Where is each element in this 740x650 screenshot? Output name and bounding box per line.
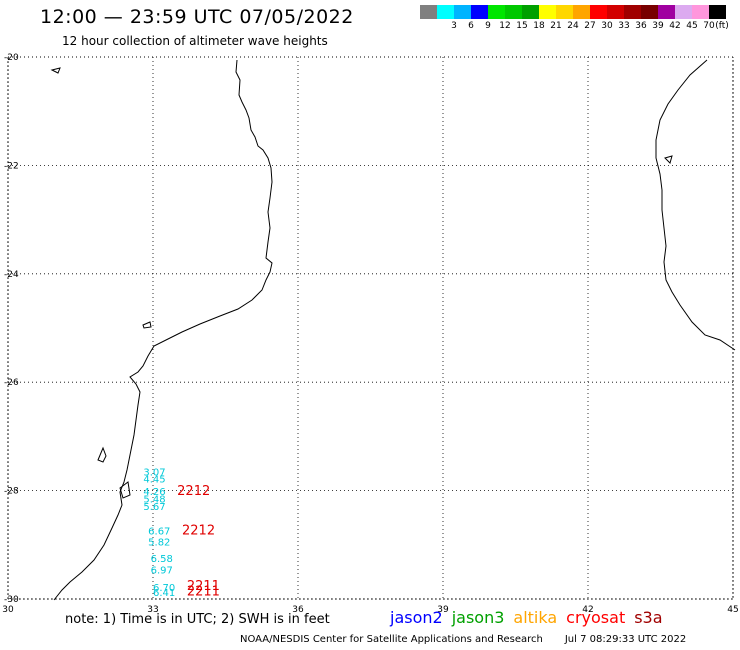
credit-text: NOAA/NESDIS Center for Satellite Applica… bbox=[240, 634, 543, 645]
y-tick-label: -24 bbox=[4, 270, 19, 280]
observation-label: 6.41 bbox=[153, 588, 175, 599]
bay-island-1 bbox=[50, 67, 61, 74]
legend-label: 39 bbox=[652, 21, 664, 31]
axis-ticks: 30 33 36 39 42 45 -20 -22 -24 -26 -28 -30 bbox=[2, 53, 738, 615]
legend-label: 30 bbox=[601, 21, 613, 31]
legend-swatch bbox=[471, 5, 488, 19]
observation-label: 2211 bbox=[187, 579, 220, 594]
bay-island-5 bbox=[664, 155, 673, 164]
legend-swatch bbox=[505, 5, 522, 19]
coastline-madagascar bbox=[655, 59, 736, 351]
legend-label: 42 bbox=[669, 21, 681, 31]
satellite-s3a: s3a bbox=[634, 608, 663, 627]
satellite-jason3: jason3 bbox=[451, 608, 505, 627]
observation-label: 6.70 bbox=[153, 583, 175, 594]
legend-swatch bbox=[658, 5, 675, 19]
bay-island-4 bbox=[119, 481, 131, 499]
legend-swatch bbox=[522, 5, 539, 19]
legend-labels: 3 6 9 12 15 18 21 24 27 30 33 36 39 42 45 70 (ft) bbox=[420, 19, 729, 33]
legend-label: 24 bbox=[567, 21, 579, 31]
legend-label: 18 bbox=[533, 21, 545, 31]
map-grid bbox=[7, 56, 734, 600]
legend-swatch bbox=[607, 5, 624, 19]
legend-swatches bbox=[420, 5, 726, 19]
legend-swatch bbox=[675, 5, 692, 19]
page-subtitle: 12 hour collection of altimeter wave hei… bbox=[62, 34, 328, 48]
footer-credit: NOAA/NESDIS Center for Satellite Applica… bbox=[240, 634, 708, 645]
observation-label: 6.67 bbox=[148, 527, 170, 538]
coastline-africa bbox=[53, 59, 273, 601]
legend-swatch bbox=[556, 5, 573, 19]
satellite-legend: jason2 jason3 altika cryosat s3a bbox=[390, 608, 672, 627]
observation-label: 2212 bbox=[182, 524, 215, 539]
observation-label: 4.45 bbox=[143, 475, 165, 486]
observation-label: 6.97 bbox=[151, 566, 173, 577]
observations: 3.074.454.265.485.67 2212 6.675.82 2212 6.58… bbox=[143, 468, 220, 600]
legend-label: 9 bbox=[485, 21, 491, 31]
x-tick-label: 36 bbox=[292, 605, 304, 615]
x-tick-label: 33 bbox=[147, 605, 158, 615]
legend-swatch bbox=[641, 5, 658, 19]
observation-label: 3.07 bbox=[143, 468, 165, 479]
y-tick-label: -22 bbox=[4, 161, 19, 171]
x-tick-label: 39 bbox=[437, 605, 449, 615]
legend-label: 70 bbox=[703, 21, 715, 31]
observation-label: 4.26 bbox=[143, 487, 165, 498]
legend-swatch bbox=[709, 5, 726, 19]
satellite-altika: altika bbox=[513, 608, 558, 627]
y-tick-label: -26 bbox=[4, 378, 19, 388]
y-tick-label: -30 bbox=[4, 595, 19, 605]
page-title: 12:00 — 23:59 UTC 07/05/2022 bbox=[40, 6, 354, 28]
legend-label: 36 bbox=[635, 21, 647, 31]
legend-swatch bbox=[624, 5, 641, 19]
legend-swatch bbox=[573, 5, 590, 19]
legend-label: 33 bbox=[618, 21, 630, 31]
legend-swatch bbox=[539, 5, 556, 19]
coastline bbox=[50, 59, 736, 601]
legend-swatch bbox=[488, 5, 505, 19]
y-tick-label: -20 bbox=[4, 53, 19, 63]
observation-label: 5.67 bbox=[143, 502, 165, 513]
legend-label: 3 bbox=[451, 21, 457, 31]
legend-swatch bbox=[454, 5, 471, 19]
color-scale-legend: 3 6 9 12 15 18 21 24 27 30 33 36 39 42 45 70 (ft) bbox=[420, 5, 729, 33]
legend-label: 15 bbox=[516, 21, 528, 31]
legend-swatch bbox=[590, 5, 607, 19]
map-frame bbox=[7, 56, 734, 600]
legend-swatch bbox=[692, 5, 709, 19]
x-tick-label: 30 bbox=[2, 605, 14, 615]
observation-label: 5.48 bbox=[143, 495, 165, 506]
legend-label: 12 bbox=[499, 21, 511, 31]
x-tick-label: 45 bbox=[727, 605, 738, 615]
legend-label: 27 bbox=[584, 21, 596, 31]
legend-unit: (ft) bbox=[715, 21, 729, 31]
satellite-jason2: jason2 bbox=[390, 608, 443, 627]
observation-label: 2211 bbox=[187, 584, 220, 599]
footer-note: note: 1) Time is in UTC; 2) SWH is in fe… bbox=[65, 612, 330, 627]
observation-label: 6.58 bbox=[151, 554, 173, 565]
bay-island-2 bbox=[142, 321, 152, 329]
bay-island-3 bbox=[97, 446, 107, 463]
legend-swatch bbox=[420, 5, 437, 19]
timestamp: Jul 7 08:29:33 UTC 2022 bbox=[564, 634, 687, 645]
legend-label: 21 bbox=[550, 21, 562, 31]
observation-label: 5.82 bbox=[148, 538, 170, 549]
legend-label: 6 bbox=[468, 21, 474, 31]
legend-label: 45 bbox=[686, 21, 698, 31]
satellite-cryosat: cryosat bbox=[566, 608, 626, 627]
x-tick-label: 42 bbox=[582, 605, 593, 615]
observation-label: 2212 bbox=[177, 484, 210, 499]
y-tick-label: -28 bbox=[4, 487, 19, 497]
legend-swatch bbox=[437, 5, 454, 19]
